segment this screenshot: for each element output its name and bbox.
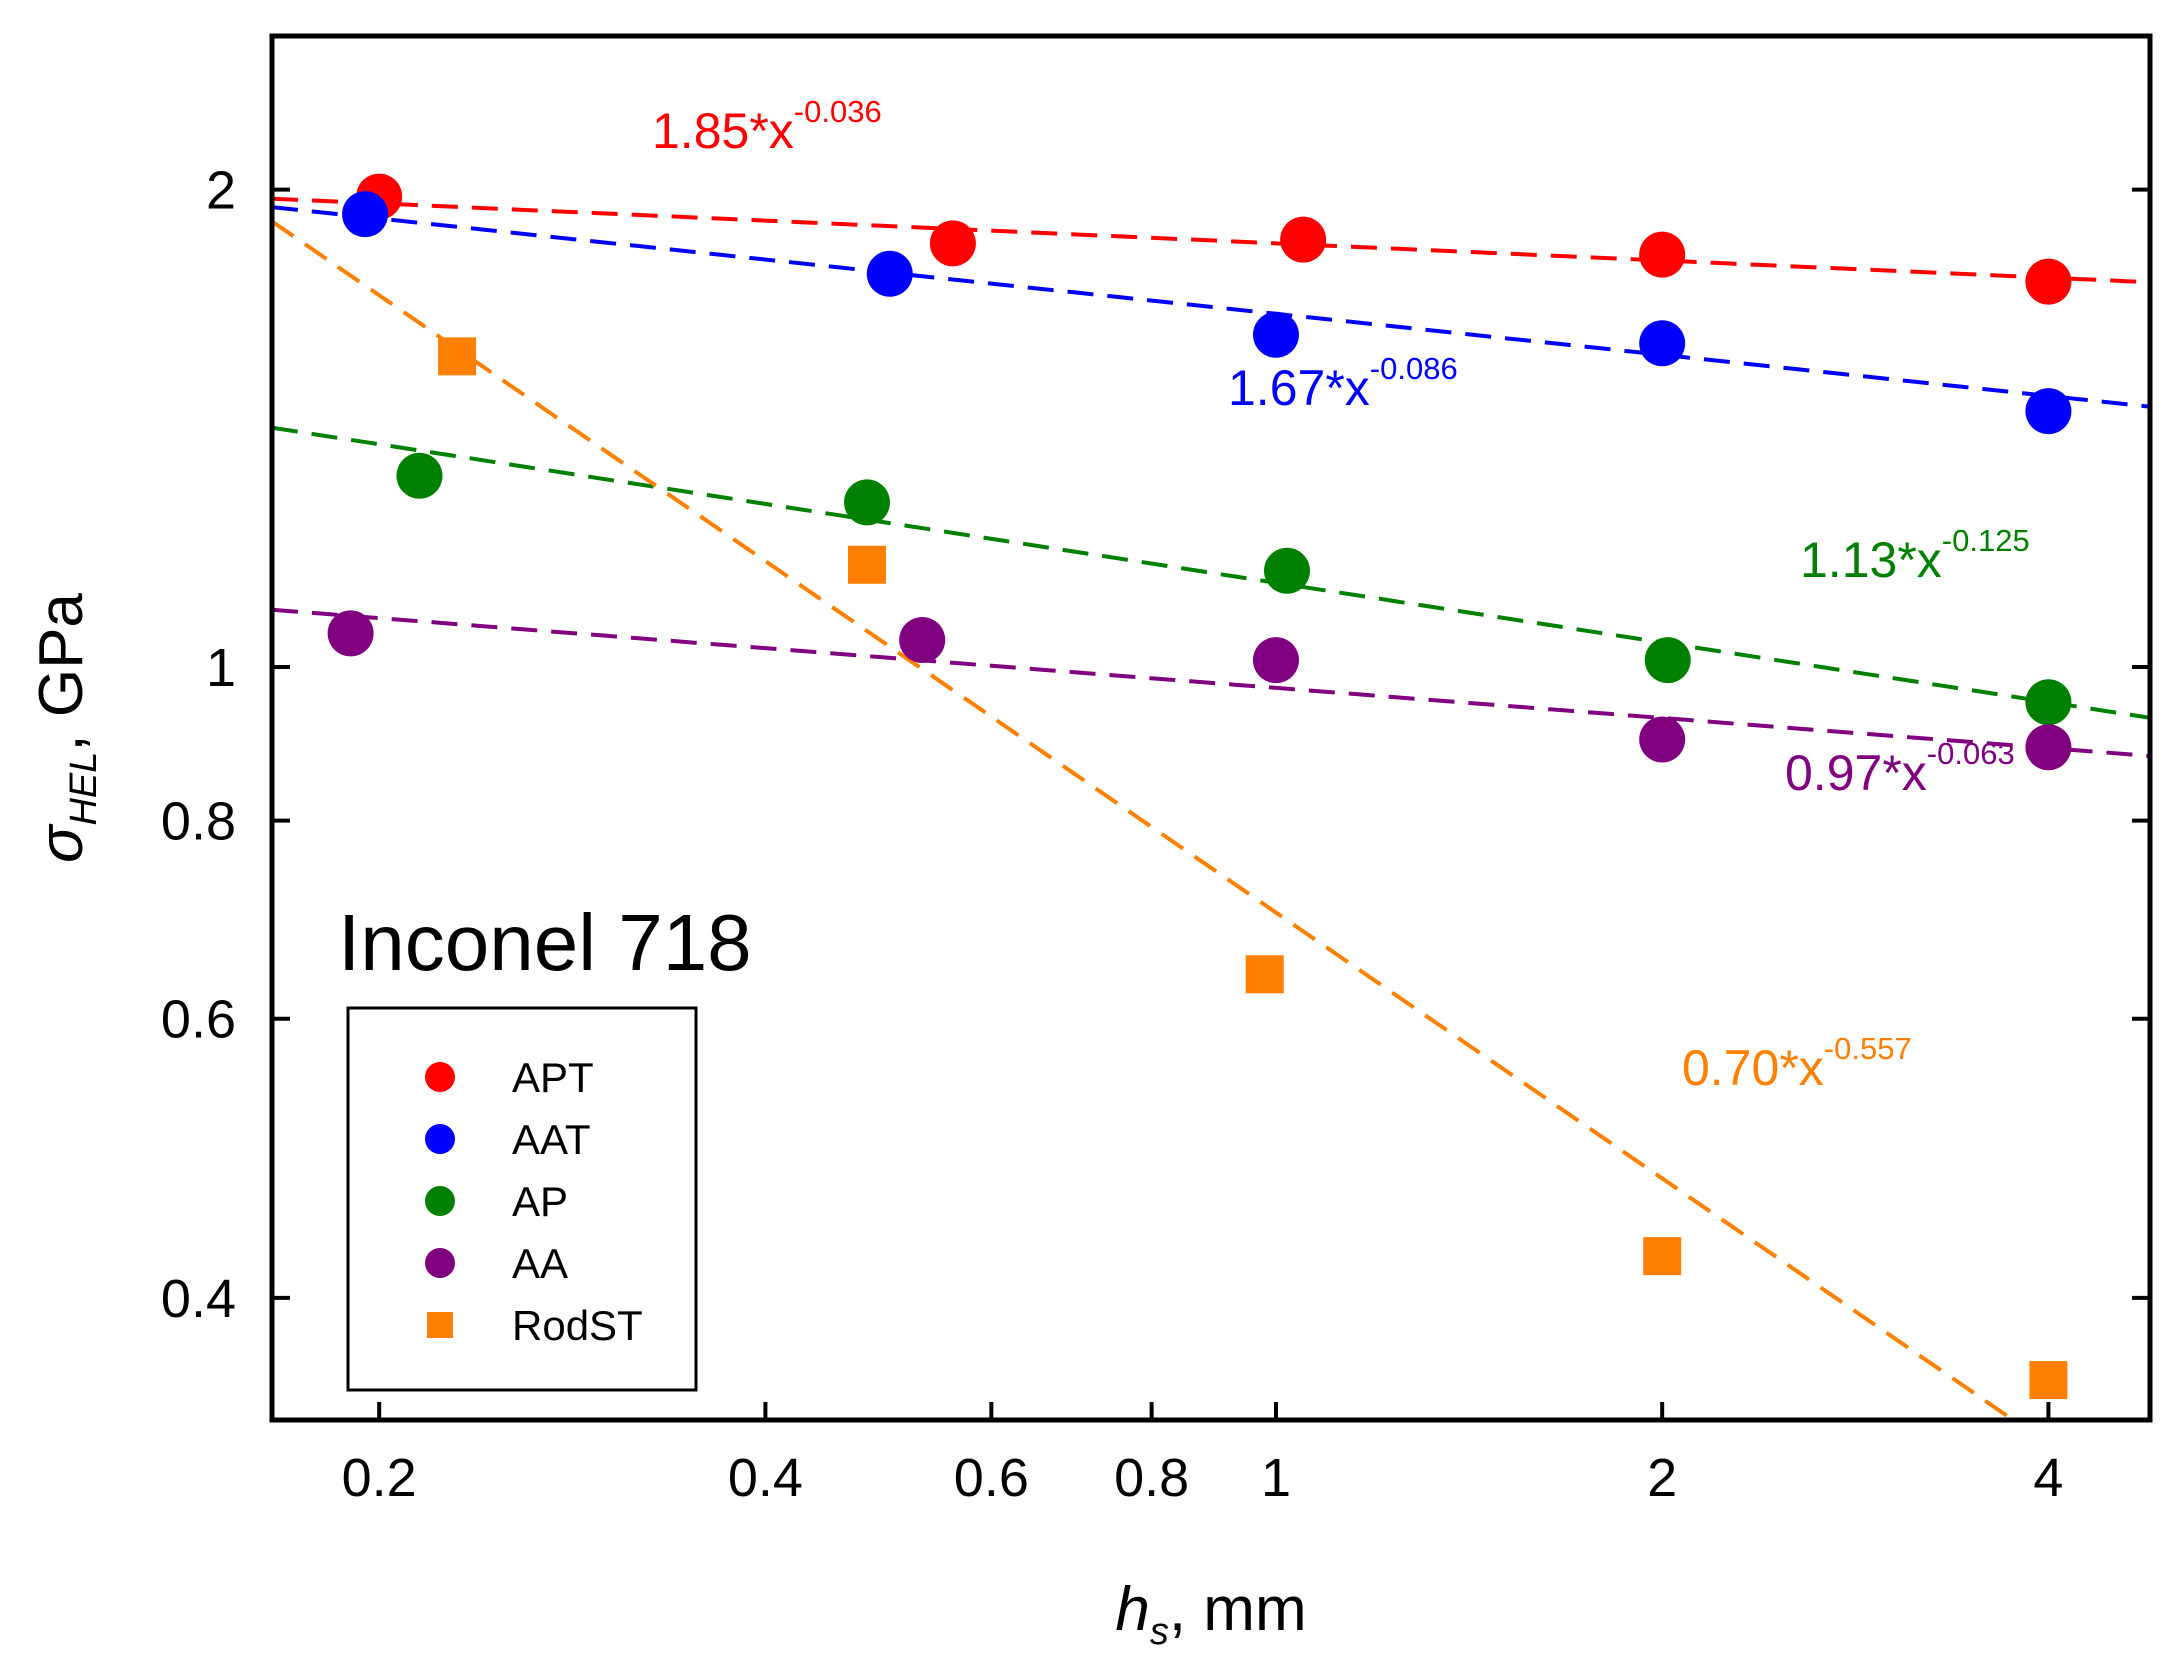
plot-frame (269, 33, 2153, 1423)
x-tick-label-0-6: 0.6 (954, 1448, 1029, 1508)
y-tick-label-0-6: 0.6 (161, 990, 236, 1050)
y-tick-label-0-4: 0.4 (161, 1269, 236, 1329)
fit-label-aat: 1.67*x-0.086 (1228, 351, 1458, 416)
point-aa (899, 616, 946, 663)
point-aa (1252, 637, 1299, 684)
legend-marker-ap (425, 1186, 455, 1216)
point-rodst (848, 545, 887, 584)
point-rodst (1245, 955, 1284, 994)
legend-marker-apt (425, 1062, 455, 1092)
fit-label-apt: 1.85*x-0.036 (652, 94, 882, 159)
x-axis-title: hs, mm (1115, 1575, 1306, 1653)
point-apt (2025, 258, 2072, 305)
y-tick-label-1: 1 (206, 638, 236, 698)
axis-ticks: 0.2 0.4 0.6 0.8 1 2 4 0.4 0.6 0.8 1 2 (161, 161, 2150, 1508)
point-apt (929, 220, 976, 267)
x-tick-label-1: 1 (1261, 1448, 1291, 1508)
point-aa (327, 610, 374, 657)
data-points (327, 173, 2072, 1400)
legend-marker-aa (425, 1248, 455, 1278)
point-ap (1264, 547, 1311, 594)
y-axis-title: σHEL, GPa (27, 593, 105, 863)
y-tick-label-2: 2 (206, 161, 236, 221)
x-tick-label-2: 2 (1647, 1448, 1677, 1508)
legend-label-rodst: RodST (512, 1302, 643, 1349)
legend-label-aat: AAT (512, 1116, 591, 1163)
point-apt (1639, 231, 1686, 278)
fit-line-aat (272, 205, 2150, 409)
legend-marker-aat (425, 1124, 455, 1154)
fit-line-apt (272, 196, 2150, 285)
point-aa (1639, 716, 1686, 763)
fit-label-aa: 0.97*x-0.063 (1785, 736, 2015, 801)
point-aa (2025, 724, 2072, 771)
point-apt (1280, 216, 1327, 263)
fit-lines (272, 196, 2150, 1420)
point-ap (844, 479, 891, 526)
point-ap (2025, 679, 2072, 726)
point-ap (1644, 637, 1691, 684)
fit-line-rodst (272, 219, 2017, 1420)
point-aat (1252, 311, 1299, 358)
legend: APT AAT AP AA RodST (346, 1006, 698, 1392)
point-aat (2025, 388, 2072, 435)
point-aat (866, 250, 913, 297)
legend-label-ap: AP (512, 1178, 568, 1225)
x-tick-label-4: 4 (2033, 1448, 2063, 1508)
fit-line-aa (272, 607, 2150, 758)
x-tick-label-0-4: 0.4 (728, 1448, 803, 1508)
point-rodst (2029, 1361, 2068, 1400)
fit-label-ap: 1.13*x-0.125 (1800, 523, 2030, 588)
fit-label-rodst: 0.70*x-0.557 (1682, 1031, 1912, 1096)
x-tick-label-0-8: 0.8 (1114, 1448, 1189, 1508)
legend-label-apt: APT (512, 1054, 594, 1101)
point-rodst (1643, 1237, 1682, 1276)
point-rodst (438, 337, 477, 376)
legend-box (346, 1006, 698, 1392)
point-ap (396, 452, 443, 499)
y-tick-label-0-8: 0.8 (161, 792, 236, 852)
fit-line-ap (272, 425, 2150, 720)
legend-marker-rodst (427, 1312, 453, 1338)
point-aat (1639, 320, 1686, 367)
x-tick-label-0-2: 0.2 (342, 1448, 417, 1508)
point-aat (342, 191, 389, 238)
fit-annotations: 1.85*x-0.036 1.67*x-0.086 1.13*x-0.125 0.97… (652, 94, 2030, 1096)
legend-label-aa: AA (512, 1240, 568, 1287)
alloy-title: Inconel 718 (338, 898, 752, 987)
